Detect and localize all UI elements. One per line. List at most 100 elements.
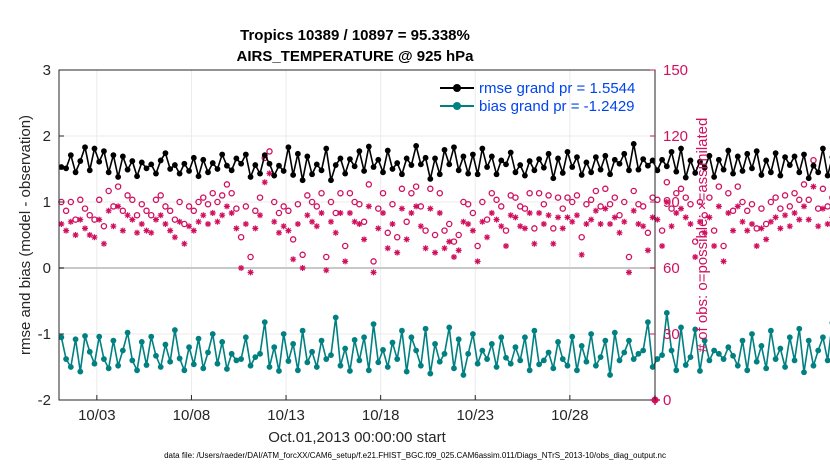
obs-assimilated-point [427, 205, 434, 212]
rmse-point [91, 145, 98, 152]
obs-possible-point [696, 198, 704, 206]
bias-point [654, 356, 661, 362]
obs-possible-point [337, 189, 344, 197]
obs-assimilated-point [777, 225, 784, 232]
rmse-point [522, 172, 528, 179]
bias-point [767, 327, 774, 334]
rmse-point [460, 153, 467, 160]
rmse-point [649, 157, 656, 164]
obs-possible-point [62, 207, 70, 215]
rmse-point [209, 160, 216, 166]
bias-point [678, 324, 684, 331]
bias-point [517, 357, 524, 364]
y-tick-label: -1 [38, 326, 51, 343]
obs-assimilated-point [682, 214, 689, 221]
obs-assimilated-point [678, 205, 685, 212]
bias-point [347, 368, 353, 374]
rmse-point [597, 166, 604, 173]
bias-point [484, 356, 490, 362]
obs-assimilated-point [796, 216, 803, 223]
obs-assimilated-point [67, 218, 74, 225]
rmse-point [659, 156, 665, 163]
y-axis-right-label: # of obs: o=possible; ×=assimilated [694, 118, 711, 353]
obs-possible-point [748, 200, 756, 208]
bias-point [772, 356, 779, 362]
rmse-point [356, 148, 363, 155]
obs-assimilated-point [294, 221, 301, 227]
obs-assimilated-point [517, 223, 524, 230]
obs-possible-point [133, 211, 141, 219]
rmse-point [734, 153, 741, 160]
rmse-point [153, 170, 159, 177]
rmse-point [105, 169, 112, 176]
obs-assimilated-point [701, 229, 708, 236]
bias-point [361, 334, 367, 341]
bias-point [384, 364, 391, 370]
bias-point [190, 361, 197, 368]
rmse-point [469, 151, 476, 158]
bias-point [422, 325, 429, 332]
rmse-point [200, 156, 207, 163]
obs-possible-point [346, 189, 354, 197]
obs-possible-point [677, 185, 685, 193]
bias-point [138, 339, 145, 345]
rmse-point [711, 174, 718, 180]
obs-possible-point [247, 253, 254, 261]
rmse-point [214, 166, 221, 172]
obs-assimilated-point [247, 269, 254, 276]
bias-point [432, 341, 438, 347]
obs-possible-point [323, 253, 330, 261]
obs-assimilated-point [299, 265, 306, 271]
rmse-point [219, 151, 226, 158]
obs-assimilated-point [394, 249, 401, 256]
bias-point [328, 352, 334, 359]
obs-possible-point [86, 211, 93, 219]
bias-point [621, 349, 628, 356]
bias-point [276, 368, 282, 374]
bias-point [815, 347, 822, 354]
bias-point [786, 334, 793, 341]
rmse-point [304, 153, 311, 160]
obs-assimilated-point [285, 227, 292, 234]
rmse-point [820, 145, 826, 152]
x-tick-label: 10/28 [551, 407, 589, 424]
obs-possible-point [185, 203, 193, 210]
obs-assimilated-point [512, 214, 519, 221]
obs-assimilated-series [58, 170, 830, 276]
obs-assimilated-point [810, 183, 817, 190]
rmse-point [682, 174, 689, 181]
obs-assimilated-point [621, 218, 628, 225]
bias-point [408, 334, 415, 341]
obs-possible-series [58, 148, 830, 265]
rmse-point [370, 164, 377, 170]
bias-point [375, 359, 382, 366]
obs-possible-point [658, 227, 666, 234]
rmse-point [796, 169, 803, 176]
bias-point [304, 359, 311, 366]
bias-point [224, 366, 230, 372]
rmse-point [531, 167, 538, 174]
obs-possible-point [455, 231, 462, 239]
obs-possible-point [819, 185, 827, 193]
obs-possible-point [625, 253, 633, 261]
obs-possible-point [479, 198, 486, 206]
obs-possible-point [209, 189, 216, 197]
obs-assimilated-point [767, 218, 774, 225]
obs-assimilated-point [370, 269, 377, 276]
obs-possible-point [805, 196, 812, 204]
obs-assimilated-point [309, 218, 316, 225]
rmse-point [749, 165, 755, 172]
rmse-point [602, 152, 609, 159]
obs-assimilated-point [413, 203, 420, 210]
rmse-point [446, 161, 453, 168]
rmse-point [786, 162, 793, 168]
obs-assimilated-point [346, 210, 353, 216]
bias-point [569, 333, 576, 340]
obs-assimilated-point [134, 229, 141, 236]
obs-assimilated-point [479, 218, 486, 225]
obs-possible-point [786, 203, 794, 210]
bias-point [725, 344, 732, 351]
obs-possible-point [289, 236, 297, 243]
obs-assimilated-point [824, 221, 830, 227]
right-y-axis: 0 30 60 90 120 150 [650, 62, 688, 409]
